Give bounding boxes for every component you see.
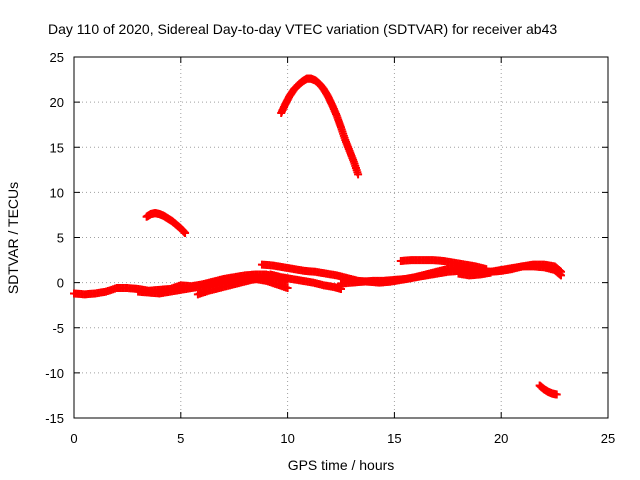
series-arc-upper-right	[396, 256, 491, 274]
y-axis-title: SDTVAR / TECUs	[5, 182, 21, 294]
x-tick-label: 20	[494, 431, 508, 446]
y-tick-label: 20	[50, 95, 64, 110]
x-tick-label: 10	[280, 431, 294, 446]
series-arc-low-third	[193, 273, 277, 299]
y-tick-label: 0	[57, 276, 64, 291]
y-tick-label: 5	[57, 231, 64, 246]
series-arc-low-main	[70, 270, 292, 299]
y-tick-label: 15	[50, 140, 64, 155]
data-point	[181, 228, 190, 237]
y-tick-label: 25	[50, 50, 64, 65]
x-tick-label: 5	[177, 431, 184, 446]
data-point	[283, 284, 292, 293]
y-tick-label: -5	[52, 321, 64, 336]
series-arc-negative	[535, 381, 561, 399]
y-tick-label: -15	[45, 411, 64, 426]
data-point	[486, 268, 495, 277]
chart-title: Day 110 of 2020, Sidereal Day-to-day VTE…	[48, 21, 557, 37]
data-point	[557, 267, 566, 276]
data-point	[552, 390, 561, 399]
grid-layer	[74, 57, 608, 418]
series-arc-right-dip	[454, 268, 495, 280]
x-tick-label: 15	[387, 431, 401, 446]
x-tick-label: 25	[601, 431, 615, 446]
y-tick-label: -10	[45, 366, 64, 381]
data-point	[354, 170, 363, 179]
tick-layer: 0 5 10 15 20 25 -15 -10 -5 0 5 10 15 20 25	[45, 50, 615, 446]
x-tick-label: 0	[70, 431, 77, 446]
series-arc-low-second	[134, 274, 292, 298]
series-arc-small	[142, 209, 190, 237]
y-tick-label: 10	[50, 185, 64, 200]
series-arc-peak	[277, 74, 363, 179]
data-layer	[70, 74, 566, 399]
x-axis-title: GPS time / hours	[288, 457, 395, 473]
series-arc-mid-lower	[266, 270, 345, 293]
